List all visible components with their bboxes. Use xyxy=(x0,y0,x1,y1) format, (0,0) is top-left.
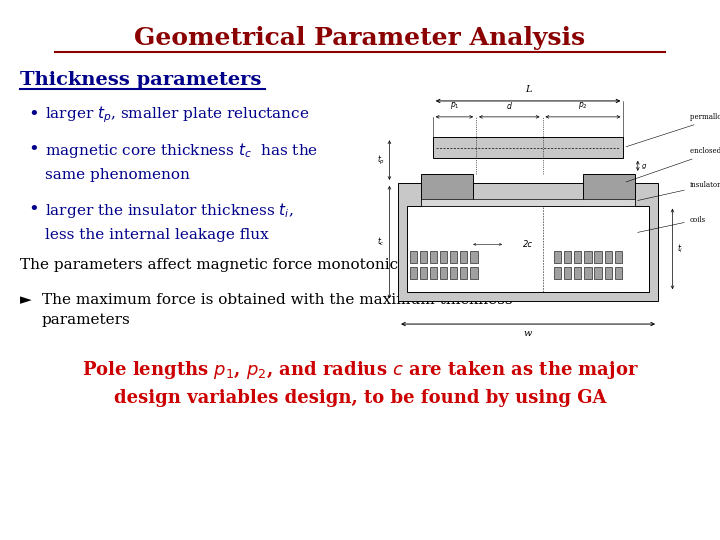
Bar xyxy=(421,174,473,206)
Text: The maximum force is obtained with the maximum thickness: The maximum force is obtained with the m… xyxy=(42,293,513,307)
Bar xyxy=(410,267,417,279)
Bar xyxy=(575,251,582,262)
Bar xyxy=(430,267,437,279)
Bar xyxy=(605,251,612,262)
Bar xyxy=(595,267,602,279)
Text: $t_p$: $t_p$ xyxy=(377,153,385,167)
Bar xyxy=(585,251,592,262)
Bar xyxy=(564,251,572,262)
Bar xyxy=(615,251,622,262)
Text: •: • xyxy=(28,141,39,159)
Text: design variables design, to be found by using GA: design variables design, to be found by … xyxy=(114,389,606,407)
Bar xyxy=(450,267,457,279)
Bar xyxy=(605,267,612,279)
Bar xyxy=(440,267,447,279)
Bar xyxy=(460,251,467,262)
Text: g: g xyxy=(642,163,647,169)
Bar xyxy=(430,251,437,262)
Bar xyxy=(585,267,592,279)
Text: $p_1$: $p_1$ xyxy=(449,100,459,111)
Text: magnetic core thickness $\mathit{t}_c$  has the: magnetic core thickness $\mathit{t}_c$ h… xyxy=(45,140,318,159)
Bar xyxy=(420,251,427,262)
Text: L: L xyxy=(525,85,531,94)
Text: less the internal leakage flux: less the internal leakage flux xyxy=(45,228,269,242)
Text: Pole lengths $\mathit{p}_1$, $\mathit{p}_2$, and radius $\mathit{c}$ are taken a: Pole lengths $\mathit{p}_1$, $\mathit{p}… xyxy=(81,359,639,381)
Bar xyxy=(398,183,658,301)
Bar xyxy=(564,267,572,279)
Bar xyxy=(615,267,622,279)
Text: $t_c$: $t_c$ xyxy=(377,236,385,248)
Bar xyxy=(407,206,649,292)
Bar xyxy=(440,251,447,262)
Text: larger $\mathit{t}_p$, smaller plate reluctance: larger $\mathit{t}_p$, smaller plate rel… xyxy=(45,105,310,125)
Bar xyxy=(420,267,427,279)
Bar xyxy=(460,267,467,279)
Text: same phenomenon: same phenomenon xyxy=(45,168,190,182)
Text: 2c: 2c xyxy=(523,240,533,249)
Bar xyxy=(433,137,624,158)
Text: •: • xyxy=(28,106,39,124)
Bar xyxy=(410,251,417,262)
Text: $t_i$: $t_i$ xyxy=(677,242,683,255)
Text: d: d xyxy=(507,102,512,111)
Text: enclosed core: enclosed core xyxy=(626,147,720,182)
Text: Geometrical Parameter Analysis: Geometrical Parameter Analysis xyxy=(135,26,585,50)
Text: Thickness parameters: Thickness parameters xyxy=(20,71,261,89)
Text: coils: coils xyxy=(638,215,706,232)
Bar xyxy=(470,267,477,279)
Bar xyxy=(450,251,457,262)
Text: ►: ► xyxy=(20,293,32,307)
Bar xyxy=(575,267,582,279)
Text: permalloy plate: permalloy plate xyxy=(626,113,720,147)
Bar xyxy=(554,267,562,279)
Text: •: • xyxy=(28,201,39,219)
Bar xyxy=(470,251,477,262)
Text: larger the insulator thickness $\mathit{t}_i$,: larger the insulator thickness $\mathit{… xyxy=(45,200,294,219)
Text: insulator: insulator xyxy=(638,181,720,200)
Text: $p_2$: $p_2$ xyxy=(578,100,588,111)
Bar xyxy=(554,251,562,262)
Bar xyxy=(421,199,635,206)
Text: w: w xyxy=(524,329,532,338)
Bar xyxy=(583,174,635,206)
Text: The parameters affect magnetic force monotonically: The parameters affect magnetic force mon… xyxy=(20,258,426,272)
Text: parameters: parameters xyxy=(42,313,131,327)
Bar xyxy=(595,251,602,262)
